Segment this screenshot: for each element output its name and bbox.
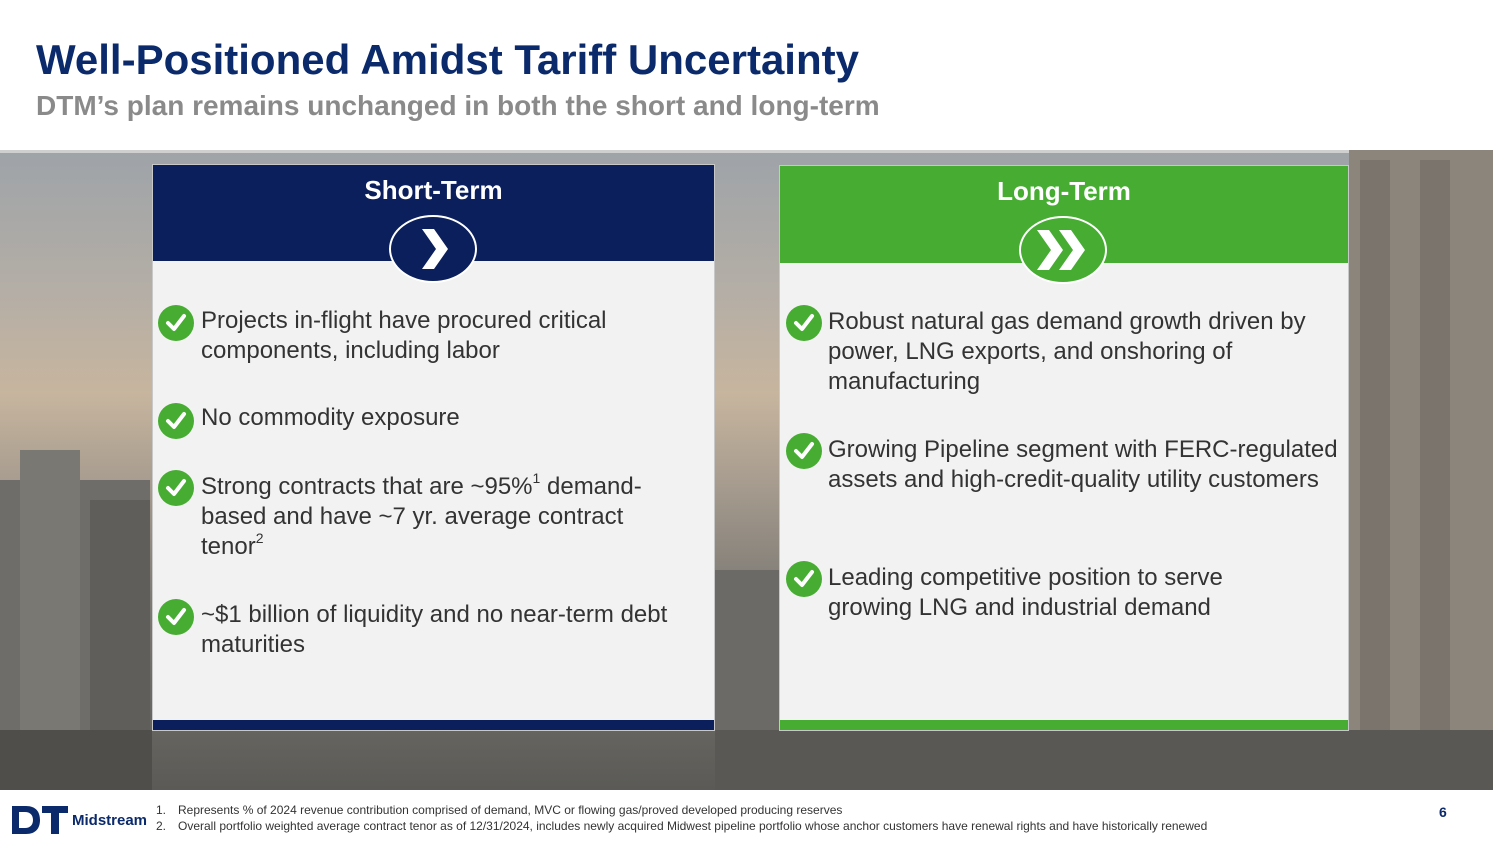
checkmark-icon	[158, 470, 194, 506]
bullet-text: ~$1 billion of liquidity and no near-ter…	[201, 601, 668, 658]
short-term-card: Short-Term Projects in-flight have procu…	[152, 164, 715, 731]
footnote-number: 2.	[156, 819, 167, 833]
bullet-text: Strong contracts that are ~95%1 demand-b…	[201, 470, 681, 562]
bullet-text: Projects in-flight have procured critica…	[201, 307, 607, 364]
long-term-heading: Long-Term	[997, 176, 1131, 206]
header-divider	[0, 150, 1493, 153]
bullet-text: Growing Pipeline segment with FERC-regul…	[828, 436, 1338, 493]
bullet-text: Leading competitive position to serve gr…	[828, 564, 1223, 621]
bullet-text-part: demand-based and have ~7 yr. average con…	[201, 473, 642, 560]
page-subtitle: DTM’s plan remains unchanged in both the…	[36, 90, 880, 121]
short-term-footer-bar	[153, 720, 714, 730]
logo-text: Midstream	[72, 812, 148, 829]
footnote-1: 1. Represents % of 2024 revenue contribut…	[156, 802, 1207, 818]
checkmark-icon	[158, 305, 194, 341]
bullet-text: Robust natural gas demand growth driven …	[828, 308, 1306, 395]
footnote-text: Represents % of 2024 revenue contributio…	[178, 803, 843, 817]
footnote-2: 2. Overall portfolio weighted average con…	[156, 818, 1207, 834]
checkmark-icon	[158, 599, 194, 635]
footnote-number: 1.	[156, 803, 167, 817]
long-term-footer-bar	[780, 720, 1348, 730]
footnote-ref-2: 2	[255, 530, 264, 546]
short-term-heading: Short-Term	[364, 175, 503, 205]
checkmark-icon	[786, 305, 822, 341]
footnote-ref-1: 1	[532, 470, 541, 486]
slide-footer: Midstream 1. Represents % of 2024 revenue…	[0, 790, 1493, 853]
checkmark-icon	[786, 561, 822, 597]
bullet-text-part: Strong contracts that are ~95%	[201, 473, 533, 500]
dt-logo	[12, 806, 68, 834]
chevron-right-icon	[389, 215, 477, 283]
footnotes: 1. Represents % of 2024 revenue contribut…	[156, 802, 1207, 834]
bullet-text: No commodity exposure	[201, 404, 460, 431]
slide-header: Well-Positioned Amidst Tariff Uncertaint…	[0, 0, 1493, 150]
checkmark-icon	[786, 433, 822, 469]
footnote-text: Overall portfolio weighted average contr…	[178, 819, 1208, 833]
page-title: Well-Positioned Amidst Tariff Uncertaint…	[36, 36, 859, 83]
page-number: 6	[1439, 804, 1447, 820]
double-chevron-right-icon	[1019, 216, 1107, 284]
checkmark-icon	[158, 403, 194, 439]
long-term-card: Long-Term Robust natural gas demand grow…	[779, 165, 1349, 731]
